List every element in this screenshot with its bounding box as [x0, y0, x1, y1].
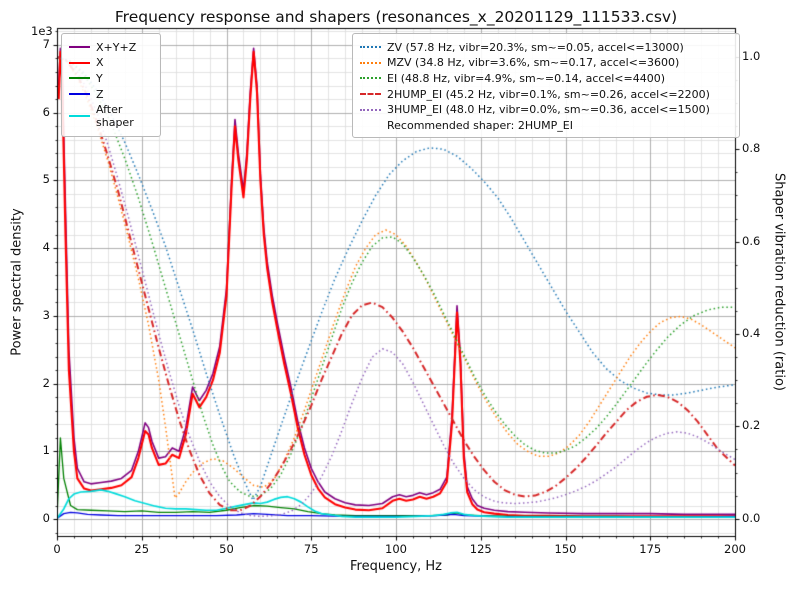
legend-label: Z	[96, 87, 104, 101]
left-y-tick-label: 0	[42, 511, 50, 526]
legend-label: 2HUMP_EI (45.2 Hz, vibr=0.1%, sm~=0.26, …	[387, 87, 710, 101]
right-y-axis-label: Shaper vibration reduction (ratio)	[771, 173, 787, 391]
left-y-tick-label: 2	[42, 375, 50, 390]
right-y-tick-label: 0.0	[742, 510, 761, 525]
psd-legend: X+Y+Z X Y Z After shaper	[61, 33, 161, 138]
x-tick-label: 75	[303, 542, 319, 556]
right-y-tick-label: 0.6	[742, 233, 761, 248]
legend-line-swatch	[69, 115, 90, 118]
legend-line-swatch	[360, 61, 381, 64]
legend-line-swatch	[360, 93, 381, 96]
legend-item: X+Y+Z	[69, 41, 153, 54]
x-tick-label: 0	[53, 542, 61, 556]
legend-label: X	[96, 56, 104, 70]
right-y-tick-label: 0.2	[742, 418, 761, 433]
left-y-tick-label: 6	[42, 104, 50, 119]
legend-line-swatch	[69, 77, 90, 80]
legend-item: EI (48.8 Hz, vibr=4.9%, sm~=0.14, accel<…	[360, 72, 732, 85]
left-y-axis-label: Power spectral density	[9, 208, 25, 356]
y-axis-offset-text: 1e3	[31, 24, 53, 38]
legend-line-swatch	[360, 46, 381, 49]
chart-title: Frequency response and shapers (resonanc…	[114, 8, 678, 26]
x-tick-label: 125	[469, 542, 492, 556]
x-tick-label: 25	[134, 542, 150, 556]
x-tick-label: 50	[219, 542, 234, 556]
legend-line-swatch	[360, 77, 381, 80]
left-y-tick-label: 1	[42, 443, 50, 458]
legend-label: EI (48.8 Hz, vibr=4.9%, sm~=0.14, accel<…	[387, 71, 665, 85]
x-axis-label: Frequency, Hz	[349, 559, 443, 574]
legend-line-swatch	[360, 108, 381, 111]
legend-label: 3HUMP_EI (48.0 Hz, vibr=0.0%, sm~=0.36, …	[387, 103, 710, 117]
legend-item: Y	[69, 72, 153, 85]
legend-item: MZV (34.8 Hz, vibr=3.6%, sm~=0.17, accel…	[360, 56, 732, 69]
x-tick-label: 175	[639, 542, 662, 556]
right-y-tick-label: 1.0	[742, 48, 761, 63]
legend-item: X	[69, 56, 153, 69]
left-y-tick-label: 5	[42, 172, 50, 187]
legend-label: ZV (57.8 Hz, vibr=20.3%, sm~=0.05, accel…	[387, 40, 684, 54]
left-y-tick-label: 7	[42, 36, 50, 51]
legend-label: Y	[96, 71, 103, 85]
right-y-tick-label: 0.8	[742, 141, 761, 156]
left-y-tick-label: 4	[42, 240, 50, 255]
legend-item: Z	[69, 88, 153, 101]
x-tick-label: 200	[724, 542, 746, 556]
x-tick-label: 100	[385, 542, 407, 556]
legend-item: ZV (57.8 Hz, vibr=20.3%, sm~=0.05, accel…	[360, 41, 732, 54]
left-y-tick-label: 3	[42, 307, 50, 322]
legend-item: 3HUMP_EI (48.0 Hz, vibr=0.0%, sm~=0.36, …	[360, 103, 732, 116]
legend-item: 2HUMP_EI (45.2 Hz, vibr=0.1%, sm~=0.26, …	[360, 88, 732, 101]
legend-label: After shaper	[96, 103, 134, 130]
legend-line-swatch	[69, 93, 90, 96]
legend-label: MZV (34.8 Hz, vibr=3.6%, sm~=0.17, accel…	[387, 56, 680, 70]
shaper-legend: ZV (57.8 Hz, vibr=20.3%, sm~=0.05, accel…	[352, 33, 740, 139]
legend-item: After shaper	[69, 103, 153, 129]
legend-label: X+Y+Z	[96, 40, 137, 54]
legend-line-swatch	[69, 46, 90, 49]
x-tick-label: 150	[554, 542, 577, 556]
recommended-shaper-note: Recommended shaper: 2HUMP_EI	[387, 118, 573, 132]
legend-line-swatch	[69, 61, 90, 64]
right-y-tick-label: 0.4	[742, 325, 761, 340]
